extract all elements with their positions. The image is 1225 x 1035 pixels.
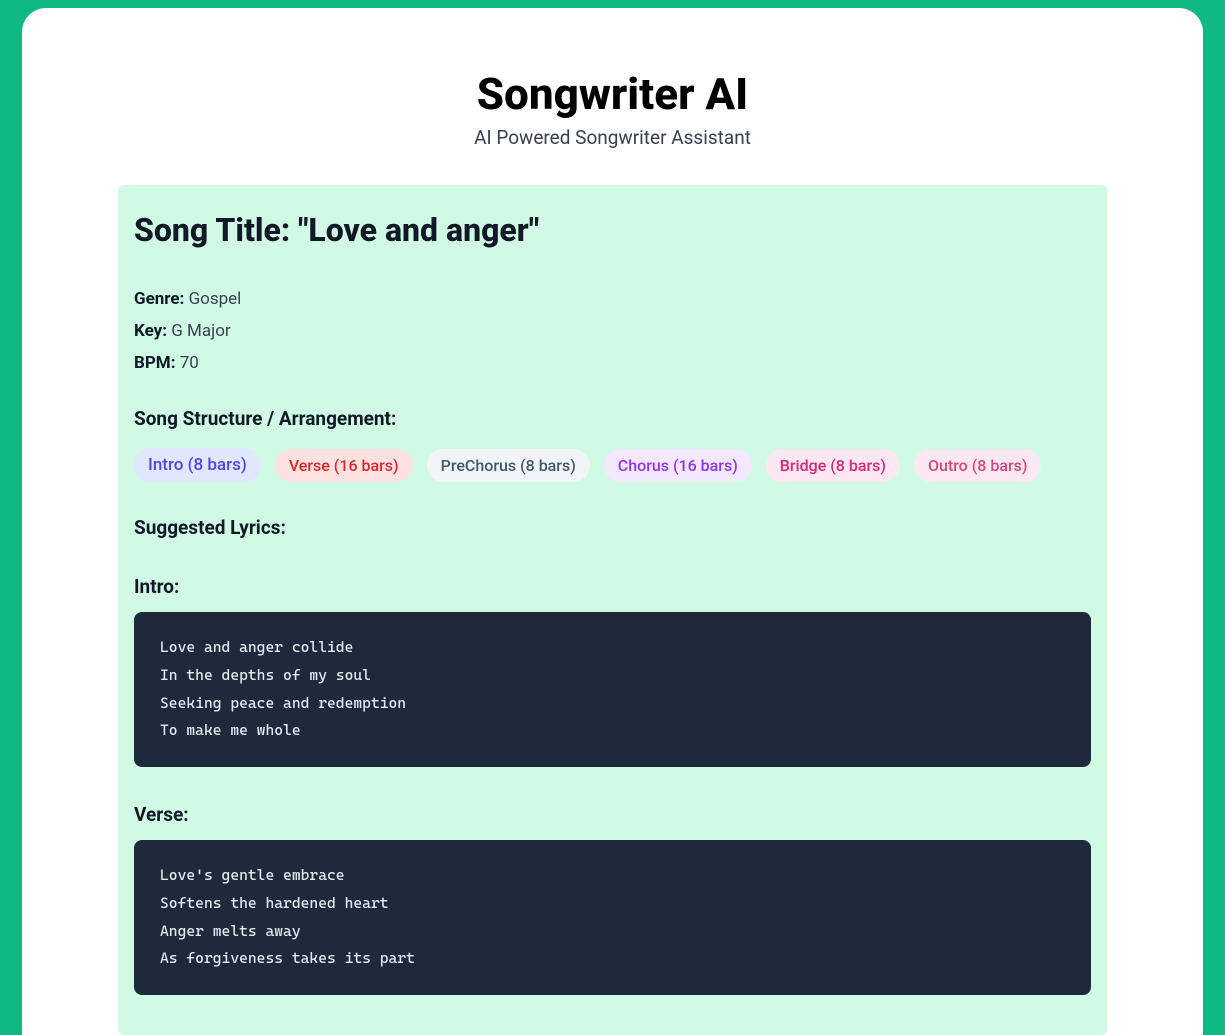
bpm-line: BPM: 70: [134, 353, 1091, 373]
key-value: G Major: [171, 321, 230, 341]
page-container: Songwriter AI AI Powered Songwriter Assi…: [22, 8, 1203, 1035]
structure-pill-2[interactable]: PreChorus (8 bars): [427, 449, 590, 482]
genre-value: Gospel: [189, 289, 242, 309]
genre-label: Genre:: [134, 289, 189, 309]
content-card: Song Title: "Love and anger" Genre: Gosp…: [118, 185, 1107, 1035]
lyrics-sections: Intro: Love and anger collide In the dept…: [134, 575, 1091, 995]
lyrics-block-1: Love's gentle embrace Softens the harden…: [134, 840, 1091, 995]
key-line: Key: G Major: [134, 321, 1091, 341]
lyrics-heading: Suggested Lyrics:: [134, 516, 1091, 539]
structure-heading: Song Structure / Arrangement:: [134, 407, 1091, 430]
structure-pills: Intro (8 bars) Verse (16 bars) PreChorus (…: [134, 448, 1091, 482]
structure-pill-3[interactable]: Chorus (16 bars): [604, 449, 752, 482]
app-title: Songwriter AI: [22, 68, 1203, 120]
key-label: Key:: [134, 321, 171, 341]
lyrics-section-title-1: Verse:: [134, 803, 1091, 826]
bpm-label: BPM:: [134, 353, 180, 373]
song-title-value: "Love and anger": [298, 211, 539, 249]
header: Songwriter AI AI Powered Songwriter Assi…: [22, 68, 1203, 149]
song-title-prefix: Song Title:: [134, 211, 298, 249]
app-subtitle: AI Powered Songwriter Assistant: [22, 126, 1203, 149]
genre-line: Genre: Gospel: [134, 289, 1091, 309]
lyrics-block-0: Love and anger collide In the depths of …: [134, 612, 1091, 767]
structure-pill-5[interactable]: Outro (8 bars): [914, 449, 1041, 482]
bpm-value: 70: [180, 353, 199, 373]
structure-pill-4[interactable]: Bridge (8 bars): [766, 449, 900, 482]
structure-pill-0[interactable]: Intro (8 bars): [134, 448, 261, 482]
song-title: Song Title: "Love and anger": [134, 211, 1091, 249]
lyrics-section-title-0: Intro:: [134, 575, 1091, 598]
structure-pill-1[interactable]: Verse (16 bars): [275, 449, 413, 482]
